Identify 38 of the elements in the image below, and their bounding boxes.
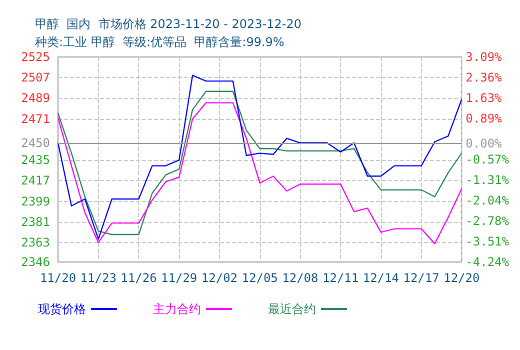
y2-tick-label: 3.09% (466, 50, 503, 64)
y2-tick-label: -1.31% (466, 173, 510, 188)
y-tick-label: 2346 (21, 255, 50, 269)
x-tick-label: 12/05 (242, 271, 278, 285)
y2-tick-label: -4.24% (466, 255, 510, 269)
x-tick-label: 11/20 (40, 271, 76, 285)
y-tick-label: 2525 (21, 50, 50, 64)
y-tick-label: 2489 (21, 91, 50, 106)
legend-label: 最近合约 (268, 302, 316, 316)
y-tick-label: 2507 (21, 70, 50, 85)
x-tick-label: 12/17 (403, 271, 440, 285)
y-tick-label: 2381 (21, 214, 50, 229)
y2-tick-label: -2.04% (466, 193, 510, 208)
legend-label: 现货价格 (38, 302, 86, 316)
legend-label: 主力合约 (153, 302, 201, 316)
chart-subtitle: 种类:工业 甲醇 等级:优等品 甲醇含量:99.9% (35, 35, 284, 49)
y-tick-label: 2450 (21, 136, 50, 150)
y2-tick-label: -2.78% (466, 214, 510, 228)
x-tick-label: 12/11 (322, 271, 359, 285)
x-tick-label: 12/02 (201, 271, 238, 285)
x-tick-label: 11/23 (80, 271, 116, 285)
y2-tick-label: 2.36% (466, 70, 503, 84)
x-tick-label: 11/29 (161, 271, 198, 285)
y2-tick-label: 1.63% (466, 90, 503, 105)
y-tick-label: 2435 (21, 153, 50, 168)
y-tick-label: 2417 (21, 174, 50, 188)
y2-tick-label: 0.89% (466, 112, 503, 126)
x-tick-label: 12/08 (282, 271, 318, 285)
chart-title: 甲醇 国内 市场价格 2023-11-20 - 2023-12-20 (35, 17, 302, 31)
x-tick-label: 12/14 (362, 271, 399, 285)
y-tick-label: 2399 (21, 194, 50, 208)
y-tick-label: 2363 (21, 236, 50, 250)
y2-tick-label: -3.51% (466, 234, 510, 249)
y2-tick-label: 0.00% (466, 136, 503, 150)
y-tick-label: 2471 (21, 112, 50, 126)
x-tick-label: 12/20 (444, 271, 480, 285)
x-tick-label: 11/26 (120, 271, 157, 285)
y2-tick-label: -0.57% (466, 152, 510, 166)
